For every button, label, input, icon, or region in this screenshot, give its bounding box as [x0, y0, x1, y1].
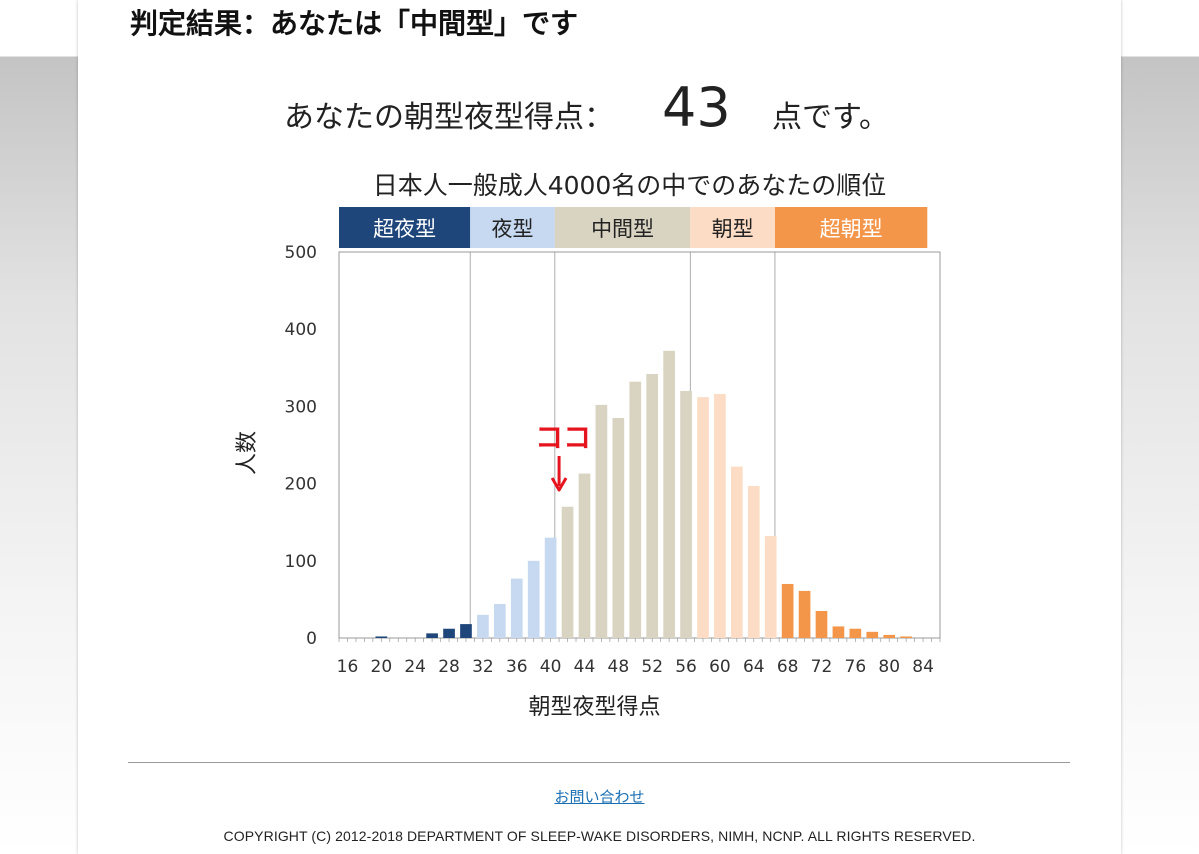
category-band-label-4: 超朝型 — [820, 217, 883, 241]
bar-58 — [697, 397, 709, 638]
bar-20 — [375, 636, 388, 638]
category-band-1 — [470, 207, 555, 248]
annotation-label: ココ — [535, 421, 591, 454]
result-title: 判定結果：あなたは「中間型」です — [130, 7, 579, 40]
bar-46 — [595, 404, 608, 638]
chart-title: 日本人一般成人4000名の中でのあなたの順位 — [373, 171, 887, 200]
contact-link[interactable]: お問い合わせ — [554, 788, 645, 806]
bar-42 — [561, 506, 574, 638]
bar-76 — [849, 628, 862, 638]
bar-66 — [764, 536, 777, 638]
score-line: あなたの朝型夜型得点： 43 点です。 — [284, 76, 924, 146]
bar-44 — [578, 473, 591, 638]
annotation-arrow-head — [550, 477, 568, 492]
x-tick-label-10: 56 — [675, 657, 697, 677]
x-tick-label-12: 64 — [743, 657, 765, 677]
bar-68 — [781, 583, 794, 638]
bar-26 — [426, 633, 438, 638]
x-tick-label-3: 28 — [438, 657, 460, 677]
bar-80 — [883, 634, 896, 638]
category-band-label-2: 中間型 — [591, 217, 654, 241]
bar-54 — [663, 350, 675, 638]
y-tick-label-3: 300 — [285, 397, 317, 417]
bar-60 — [714, 394, 726, 638]
bar-30 — [460, 624, 472, 638]
x-tick-label-17: 84 — [912, 657, 934, 677]
bar-56 — [680, 390, 692, 638]
y-tick-label-0: 0 — [306, 629, 317, 649]
category-band-0 — [339, 207, 471, 248]
x-tick-label-6: 40 — [540, 657, 562, 677]
bar-70 — [798, 590, 811, 638]
bar-74 — [832, 626, 845, 638]
bar-64 — [747, 485, 760, 638]
bar-36 — [510, 578, 523, 638]
x-tick-label-16: 80 — [878, 657, 900, 677]
bar-72 — [815, 610, 828, 638]
bar-62 — [731, 466, 743, 638]
bar-34 — [493, 604, 506, 638]
category-band-label-1: 夜型 — [492, 217, 534, 241]
bar-78 — [866, 631, 879, 638]
x-tick-label-0: 16 — [337, 657, 359, 677]
y-tick-label-2: 200 — [285, 475, 317, 495]
x-tick-label-14: 72 — [811, 657, 833, 677]
x-tick-label-5: 36 — [506, 657, 528, 677]
score-value: 43 — [662, 76, 731, 139]
y-tick-label-5: 500 — [285, 243, 317, 263]
footer-divider — [128, 762, 1070, 763]
y-tick-label-1: 100 — [285, 552, 317, 572]
y-tick-label-4: 400 — [285, 320, 317, 340]
bar-82 — [900, 636, 912, 638]
x-tick-label-11: 60 — [709, 657, 731, 677]
x-tick-label-2: 24 — [404, 657, 426, 677]
y-axis-label: 人数 — [235, 431, 260, 475]
category-band-2 — [554, 207, 691, 248]
bar-38 — [527, 560, 540, 638]
bar-50 — [629, 381, 642, 638]
x-tick-label-8: 48 — [608, 657, 630, 677]
category-band-label-3: 朝型 — [712, 217, 754, 241]
category-band-3 — [690, 207, 775, 248]
bar-40 — [544, 537, 557, 638]
bar-28 — [443, 628, 455, 638]
x-tick-label-7: 44 — [574, 657, 596, 677]
category-band-label-0: 超夜型 — [373, 217, 436, 241]
bar-32 — [477, 614, 489, 638]
bar-48 — [612, 417, 625, 638]
x-tick-label-13: 68 — [777, 657, 799, 677]
score-suffix: 点です。 — [772, 100, 889, 135]
x-tick-label-4: 32 — [472, 657, 494, 677]
x-axis-label: 朝型夜型得点 — [528, 695, 660, 720]
category-band-4 — [774, 207, 928, 248]
x-tick-label-9: 52 — [641, 657, 663, 677]
x-tick-label-15: 76 — [845, 657, 867, 677]
copyright-text: COPYRIGHT (C) 2012-2018 DEPARTMENT OF SL… — [223, 828, 976, 844]
score-label: あなたの朝型夜型得点： — [284, 100, 614, 135]
bar-52 — [646, 373, 659, 638]
x-tick-label-1: 20 — [371, 657, 393, 677]
